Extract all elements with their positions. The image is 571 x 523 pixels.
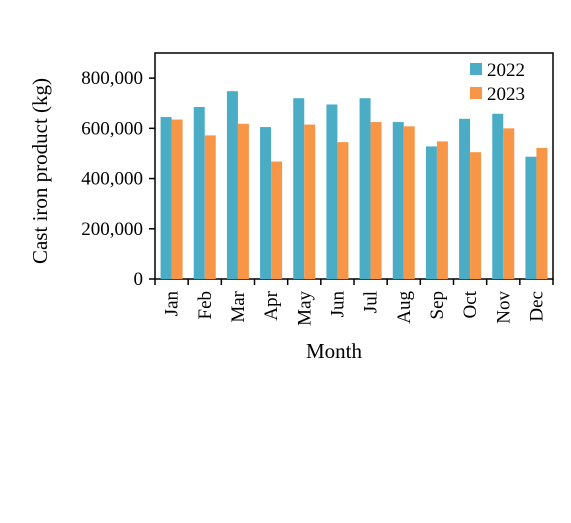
bar-2023-sep (436, 141, 448, 279)
x-tick-label-sep: Sep (427, 291, 448, 320)
bar-2023-may (304, 124, 316, 279)
bar-2022-jun (326, 104, 338, 279)
x-tick-label-feb: Feb (195, 291, 216, 320)
bar-2022-apr (260, 127, 272, 279)
bar-2023-dec (536, 147, 548, 279)
legend-swatch-2023 (470, 87, 482, 99)
legend: 2022 2023 (470, 60, 525, 105)
bars-group (160, 91, 548, 280)
bar-2022-dec (525, 156, 537, 279)
x-tick-label-aug: Aug (394, 291, 415, 324)
legend-label-2022: 2022 (487, 60, 525, 81)
bar-2023-jul (370, 122, 382, 279)
bar-2022-aug (392, 122, 404, 279)
bar-2022-jul (359, 98, 371, 279)
bar-2022-jan (160, 117, 172, 280)
legend-label-2023: 2023 (487, 84, 525, 105)
bar-2023-jun (337, 142, 349, 279)
y-tick-label: 0 (134, 269, 144, 290)
bar-2022-oct (459, 118, 471, 280)
legend-swatch-2022 (470, 63, 482, 75)
bar-2023-aug (403, 126, 415, 279)
y-axis: 0 200,000 400,000 600,000 800,000 (81, 68, 155, 290)
y-axis-title: Cast iron product (kg) (28, 78, 52, 264)
x-tick-label-jul: Jul (361, 291, 382, 313)
x-tick-label-mar: Mar (228, 290, 249, 322)
bar-2022-nov (492, 113, 504, 279)
x-axis: Jan Feb Mar Apr May Jun Jul Aug Sep Oct Nov Dec (154, 279, 554, 326)
bar-2023-nov (503, 128, 515, 279)
x-tick-label-apr: Apr (261, 290, 282, 320)
bar-2023-oct (470, 152, 482, 279)
bar-2023-apr (271, 161, 283, 279)
x-tick-label-jan: Jan (162, 291, 183, 317)
x-tick-label-jun: Jun (327, 291, 348, 318)
x-axis-title: Month (306, 339, 363, 363)
x-tick-label-may: May (294, 291, 315, 326)
x-tick-label-nov: Nov (493, 291, 514, 324)
x-tick-label-dec: Dec (526, 291, 547, 322)
y-tick-label: 600,000 (81, 118, 143, 139)
bar-2022-may (293, 98, 305, 279)
bar-2022-feb (193, 106, 205, 279)
bar-2023-mar (237, 123, 249, 280)
bar-2023-jan (171, 119, 183, 280)
bar-2022-mar (226, 91, 238, 280)
x-tick-label-oct: Oct (460, 290, 481, 318)
y-tick-label: 200,000 (81, 219, 143, 240)
bar-2023-feb (204, 135, 216, 279)
y-tick-label: 800,000 (81, 68, 143, 89)
y-tick-label: 400,000 (81, 169, 143, 190)
bar-2022-sep (425, 146, 437, 279)
